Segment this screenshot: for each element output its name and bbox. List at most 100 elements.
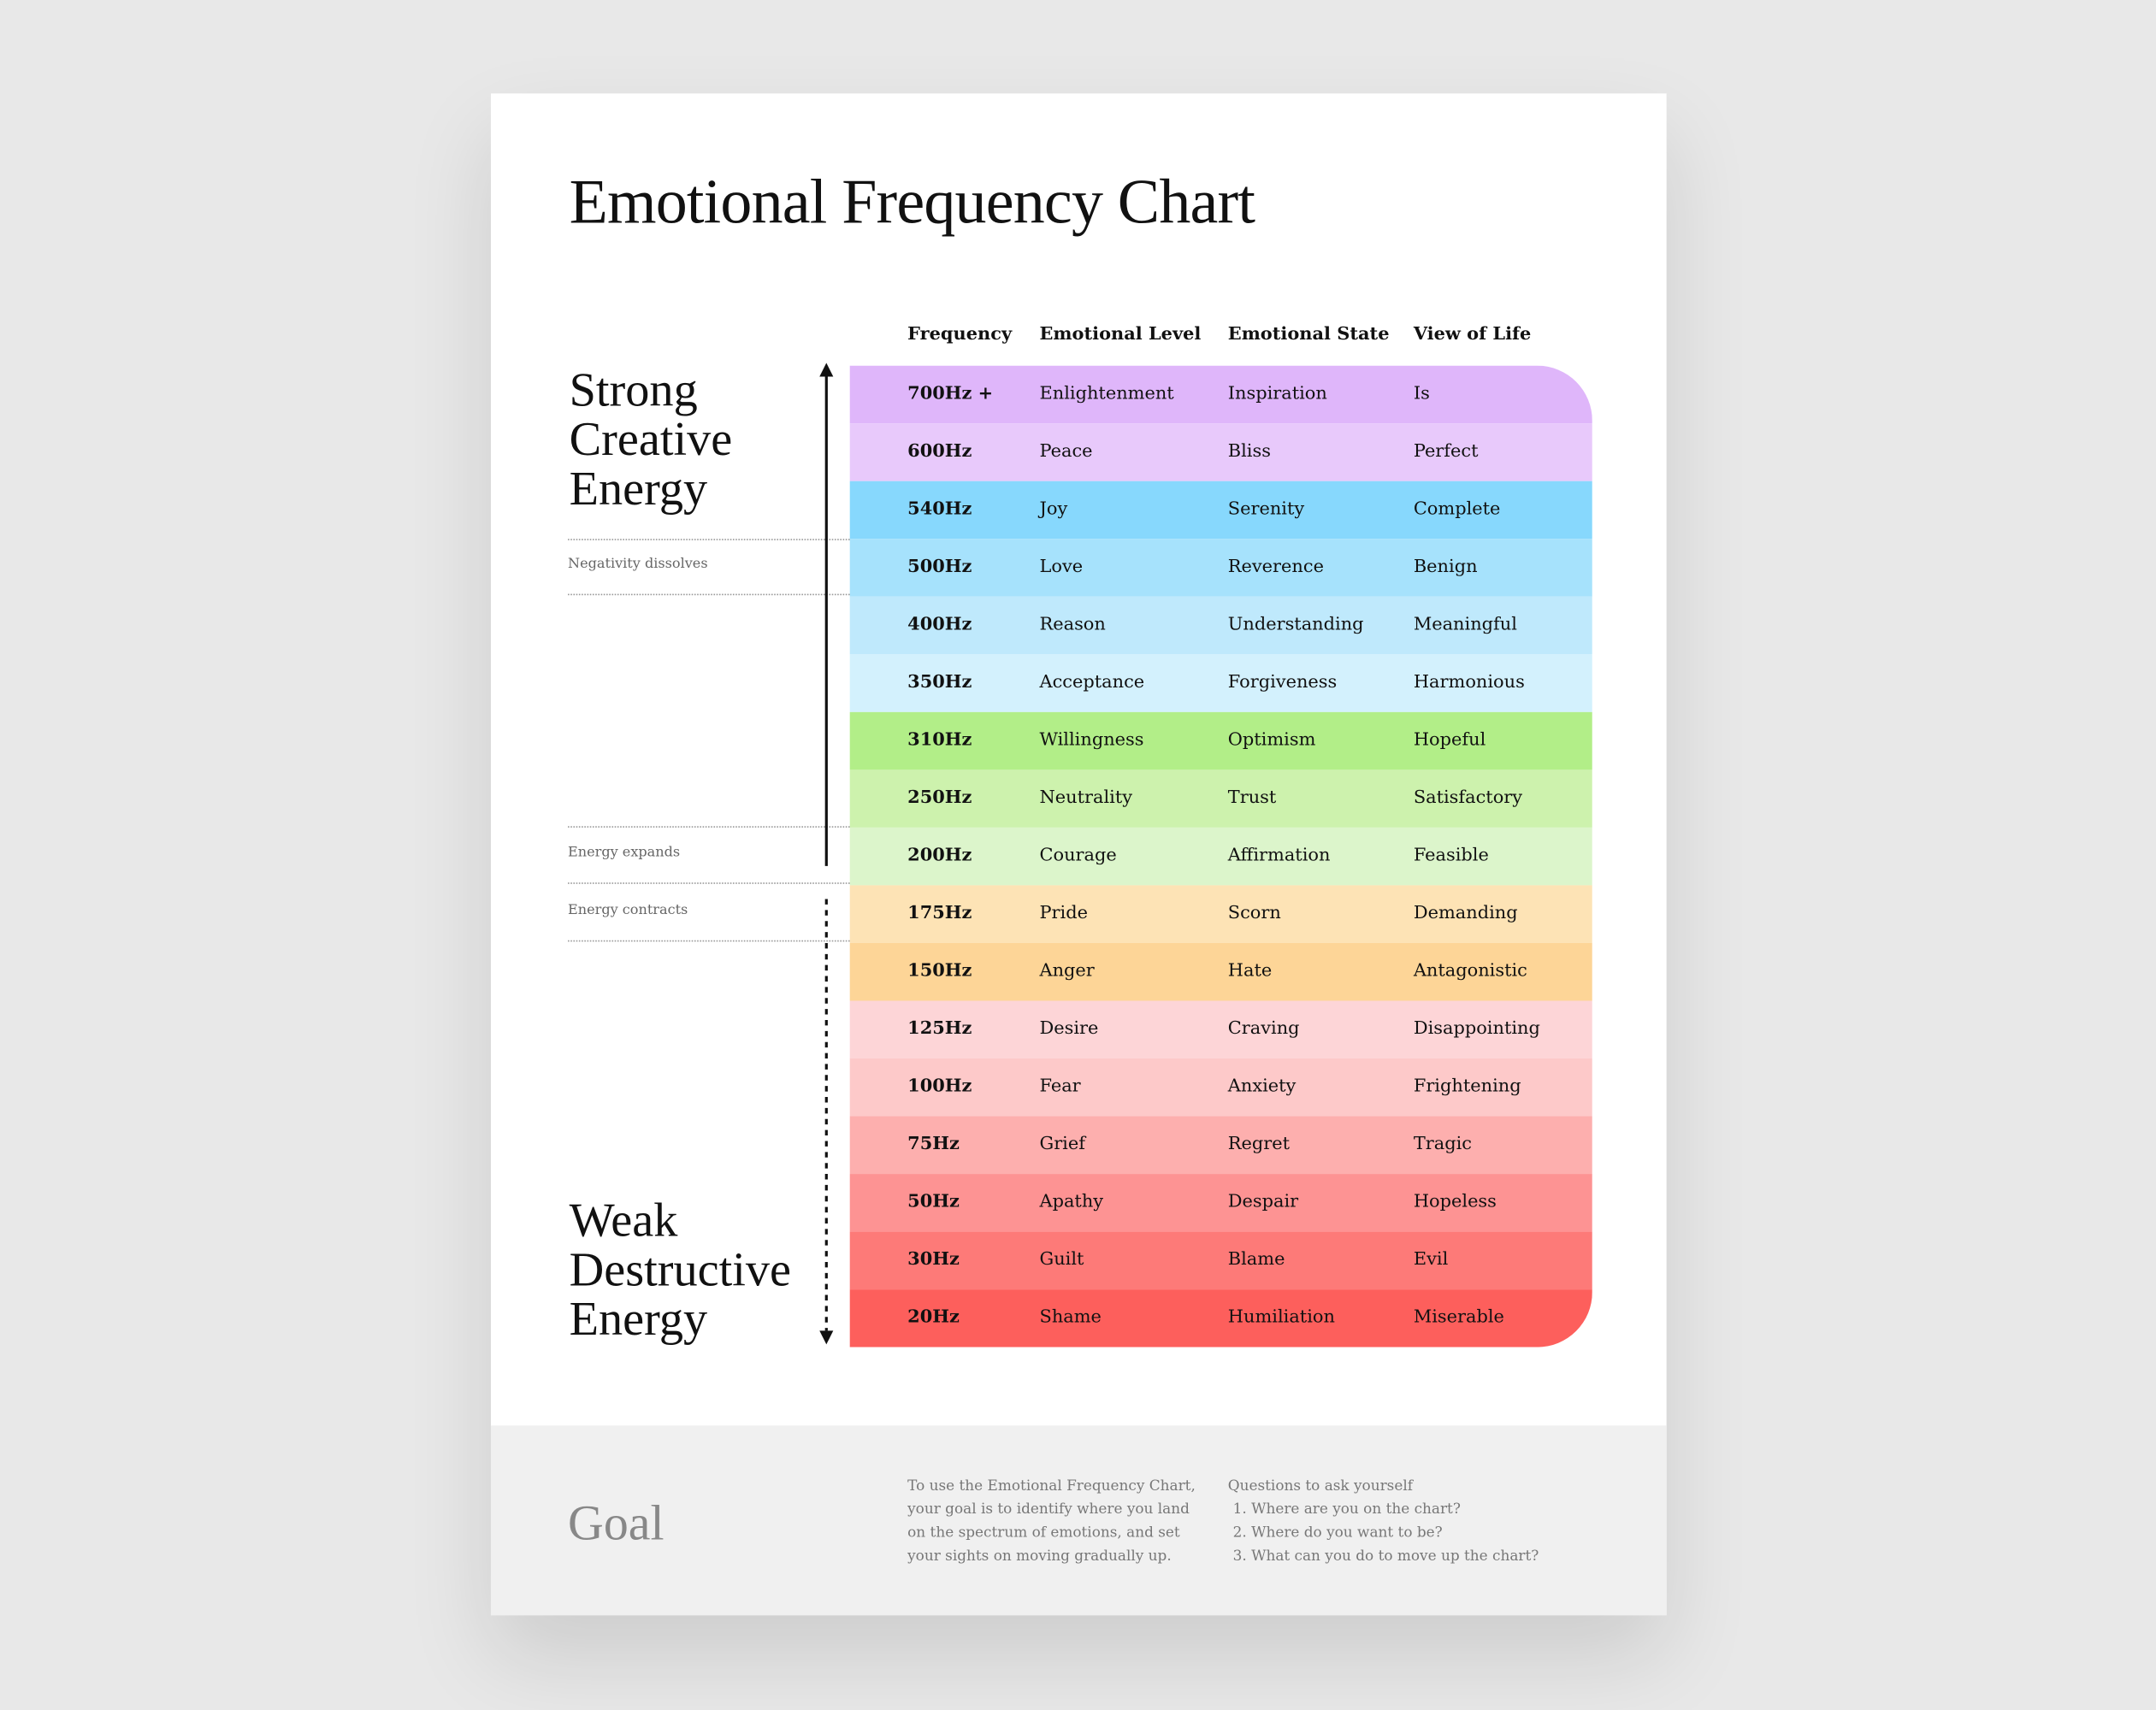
text-line: your goal is to identify where you land bbox=[907, 1501, 1190, 1518]
view-of-life-cell: Miserable bbox=[1413, 1307, 1504, 1329]
label-line: Destructive bbox=[569, 1242, 792, 1297]
divider bbox=[568, 940, 850, 942]
arrow-down-icon bbox=[819, 1330, 834, 1345]
table-row: 20Hz Shame Humiliation Miserable bbox=[849, 1289, 1592, 1347]
table-row: 350Hz Acceptance Forgiveness Harmonious bbox=[849, 654, 1592, 712]
weak-destructive-energy-label: Weak Destructive Energy bbox=[569, 1193, 792, 1347]
questions-title: Questions to ask yourself bbox=[1227, 1477, 1413, 1495]
emotional-level-cell: Courage bbox=[1039, 845, 1117, 866]
text-line: your sights on moving gradually up. bbox=[907, 1548, 1172, 1565]
divider bbox=[568, 882, 850, 884]
header-emotional-state: Emotional State bbox=[1227, 324, 1390, 345]
view-of-life-cell: Demanding bbox=[1413, 903, 1518, 924]
table-row: 200Hz Courage Affirmation Feasible bbox=[849, 827, 1592, 886]
frequency-cell: 50Hz bbox=[907, 1191, 960, 1213]
emotional-state-cell: Despair bbox=[1227, 1191, 1299, 1213]
emotional-state-cell: Serenity bbox=[1227, 498, 1305, 520]
energy-expands-label: Energy expands bbox=[568, 845, 681, 861]
table-row: 50Hz Apathy Despair Hopeless bbox=[849, 1174, 1592, 1232]
arrow-up-icon bbox=[819, 363, 834, 377]
energy-contracts-label: Energy contracts bbox=[568, 903, 688, 919]
emotional-state-cell: Humiliation bbox=[1227, 1307, 1335, 1329]
table-row: 150Hz Anger Hate Antagonistic bbox=[849, 942, 1592, 1001]
view-of-life-cell: Complete bbox=[1413, 498, 1501, 520]
emotional-state-cell: Inspiration bbox=[1227, 383, 1327, 404]
questions-block: Questions to ask yourself Where are you … bbox=[1228, 1475, 1539, 1568]
emotional-state-cell: Understanding bbox=[1227, 614, 1364, 635]
emotional-state-cell: Regret bbox=[1227, 1134, 1291, 1155]
emotional-level-cell: Fear bbox=[1039, 1076, 1081, 1098]
emotional-state-cell: Trust bbox=[1227, 787, 1277, 809]
header-emotional-level: Emotional Level bbox=[1039, 324, 1202, 345]
table-row: 250Hz Neutrality Trust Satisfactory bbox=[849, 770, 1592, 828]
table-row: 540Hz Joy Serenity Complete bbox=[849, 481, 1592, 540]
view-of-life-cell: Benign bbox=[1413, 557, 1478, 578]
emotional-state-cell: Reverence bbox=[1227, 557, 1324, 578]
emotional-level-cell: Willingness bbox=[1039, 729, 1144, 751]
view-of-life-cell: Feasible bbox=[1413, 845, 1489, 866]
emotional-state-cell: Affirmation bbox=[1227, 845, 1331, 866]
frequency-table: 700Hz + Enlightenment Inspiration Is 600Hz Pe… bbox=[849, 365, 1592, 1347]
emotional-level-cell: Reason bbox=[1039, 614, 1106, 635]
frequency-cell: 350Hz bbox=[907, 672, 972, 693]
emotional-level-cell: Enlightenment bbox=[1039, 383, 1174, 404]
frequency-cell: 75Hz bbox=[907, 1134, 960, 1155]
frequency-cell: 540Hz bbox=[907, 498, 972, 520]
frequency-cell: 175Hz bbox=[907, 903, 972, 924]
emotional-level-cell: Desire bbox=[1039, 1018, 1099, 1040]
emotional-state-cell: Anxiety bbox=[1227, 1076, 1297, 1098]
emotional-state-cell: Bliss bbox=[1227, 441, 1271, 463]
table-row: 30Hz Guilt Blame Evil bbox=[849, 1231, 1592, 1290]
label-line: Creative bbox=[569, 412, 733, 467]
emotional-state-cell: Hate bbox=[1227, 960, 1273, 982]
table-row: 100Hz Fear Anxiety Frightening bbox=[849, 1058, 1592, 1117]
emotional-level-cell: Shame bbox=[1039, 1307, 1102, 1329]
frequency-cell: 125Hz bbox=[907, 1018, 972, 1040]
question-item: What can you do to move up the chart? bbox=[1251, 1545, 1539, 1568]
question-item: Where do you want to be? bbox=[1251, 1522, 1539, 1545]
emotional-level-cell: Apathy bbox=[1039, 1191, 1104, 1213]
label-line: Energy bbox=[569, 462, 708, 516]
view-of-life-cell: Perfect bbox=[1413, 441, 1479, 463]
frequency-cell: 310Hz bbox=[907, 729, 972, 751]
goal-section: Goal To use the Emotional Frequency Char… bbox=[490, 1425, 1667, 1616]
emotional-level-cell: Neutrality bbox=[1039, 787, 1133, 809]
strong-creative-energy-label: Strong Creative Energy bbox=[569, 363, 733, 516]
emotional-level-cell: Guilt bbox=[1039, 1249, 1084, 1271]
table-row: 400Hz Reason Understanding Meaningful bbox=[849, 596, 1592, 655]
negativity-dissolves-label: Negativity dissolves bbox=[568, 557, 708, 572]
divider bbox=[568, 593, 850, 596]
view-of-life-cell: Disappointing bbox=[1413, 1018, 1540, 1040]
table-row: 600Hz Peace Bliss Perfect bbox=[849, 423, 1592, 481]
view-of-life-cell: Harmonious bbox=[1413, 672, 1525, 693]
table-row: 175Hz Pride Scorn Demanding bbox=[849, 885, 1592, 943]
emotional-state-cell: Blame bbox=[1227, 1249, 1285, 1271]
label-line: Strong bbox=[569, 363, 698, 417]
divider bbox=[568, 539, 850, 540]
frequency-cell: 400Hz bbox=[907, 614, 972, 635]
emotional-level-cell: Acceptance bbox=[1039, 672, 1145, 693]
text-line: on the spectrum of emotions, and set bbox=[907, 1524, 1180, 1542]
frequency-cell: 200Hz bbox=[907, 845, 972, 866]
goal-description: To use the Emotional Frequency Chart, yo… bbox=[907, 1475, 1196, 1568]
frequency-cell: 30Hz bbox=[907, 1249, 960, 1271]
emotional-level-cell: Pride bbox=[1039, 903, 1088, 924]
view-of-life-cell: Tragic bbox=[1413, 1134, 1472, 1155]
view-of-life-cell: Hopeless bbox=[1413, 1191, 1497, 1213]
emotional-level-cell: Grief bbox=[1039, 1134, 1085, 1155]
emotional-level-cell: Peace bbox=[1039, 441, 1093, 463]
question-item: Where are you on the chart? bbox=[1251, 1499, 1539, 1522]
table-row: 125Hz Desire Craving Disappointing bbox=[849, 1000, 1592, 1059]
frequency-cell: 600Hz bbox=[907, 441, 972, 463]
label-line: Weak bbox=[569, 1193, 678, 1247]
table-row: 75Hz Grief Regret Tragic bbox=[849, 1116, 1592, 1175]
chart-page: Emotional Frequency Chart Frequency Emot… bbox=[490, 93, 1667, 1616]
label-line: Energy bbox=[569, 1292, 708, 1347]
emotional-level-cell: Joy bbox=[1039, 498, 1068, 520]
text-line: To use the Emotional Frequency Chart, bbox=[907, 1477, 1196, 1495]
view-of-life-cell: Meaningful bbox=[1413, 614, 1517, 635]
view-of-life-cell: Hopeful bbox=[1413, 729, 1486, 751]
frequency-cell: 700Hz + bbox=[907, 383, 994, 404]
table-row: 310Hz Willingness Optimism Hopeful bbox=[849, 711, 1592, 770]
energy-arrows bbox=[819, 363, 834, 1345]
